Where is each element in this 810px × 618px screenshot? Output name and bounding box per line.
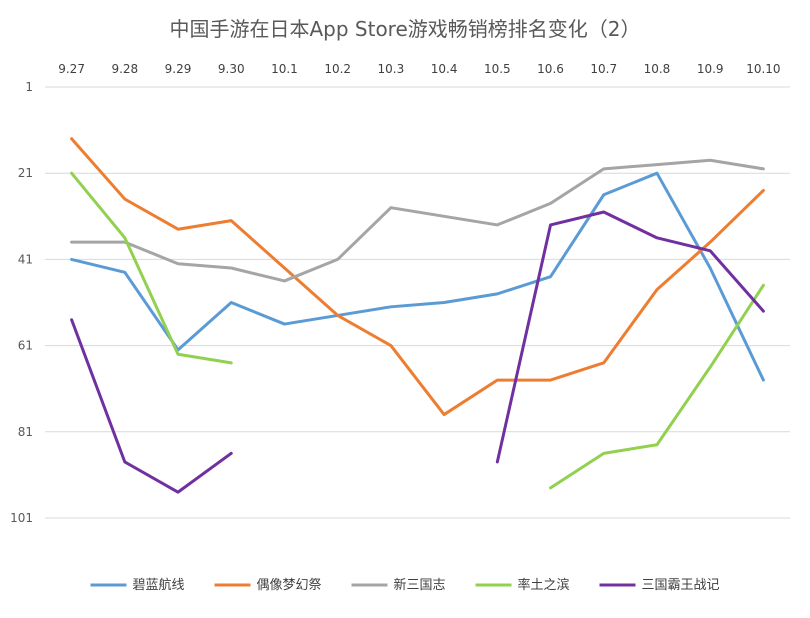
series-line-2 xyxy=(70,137,765,417)
x-tick-label: 10.4 xyxy=(431,62,458,76)
series-line-4 xyxy=(70,171,233,365)
x-tick-label: 10.9 xyxy=(697,62,724,76)
y-tick-label: 1 xyxy=(25,80,33,94)
x-tick-label: 10.2 xyxy=(324,62,351,76)
legend-label: 碧蓝航线 xyxy=(133,577,185,593)
x-tick-label: 9.29 xyxy=(165,62,192,76)
legend: 碧蓝航线 偶像梦幻祭 新三国志 率土之滨 三国霸王战记 xyxy=(90,577,720,593)
legend-label: 新三国志 xyxy=(394,577,446,593)
gridlines xyxy=(45,86,790,519)
series-line-1 xyxy=(70,171,765,382)
x-tick-label: 10.7 xyxy=(590,62,617,76)
x-axis-tick-labels: 9.27 9.28 9.29 9.30 10.1 10.2 10.3 10.4 10.5 10.6… xyxy=(58,62,780,76)
x-tick-label: 10.10 xyxy=(746,62,780,76)
series-line-3 xyxy=(70,158,765,283)
y-axis-tick-labels: 1 21 41 61 81 101 xyxy=(10,80,33,525)
series-line-5 xyxy=(495,210,765,464)
x-tick-label: 10.3 xyxy=(378,62,405,76)
series-lines xyxy=(70,137,765,494)
x-tick-label: 9.28 xyxy=(111,62,138,76)
x-tick-label: 10.6 xyxy=(537,62,564,76)
x-tick-label: 9.30 xyxy=(218,62,245,76)
y-tick-label: 101 xyxy=(10,511,33,525)
legend-label: 偶像梦幻祭 xyxy=(257,578,322,593)
y-tick-label: 81 xyxy=(18,425,33,439)
y-tick-label: 41 xyxy=(18,252,33,266)
x-tick-label: 10.5 xyxy=(484,62,511,76)
series-line-4 xyxy=(549,283,765,490)
x-tick-label: 10.1 xyxy=(271,62,298,76)
chart-title: 中国手游在日本App Store游戏畅销榜排名变化（2） xyxy=(169,17,640,41)
x-tick-label: 10.8 xyxy=(644,62,671,76)
legend-label: 三国霸王战记 xyxy=(642,578,720,593)
legend-label: 率土之滨 xyxy=(518,577,570,593)
y-tick-label: 21 xyxy=(18,166,33,180)
x-tick-label: 9.27 xyxy=(58,62,85,76)
y-tick-label: 61 xyxy=(18,339,33,353)
series-line-5 xyxy=(70,318,233,494)
